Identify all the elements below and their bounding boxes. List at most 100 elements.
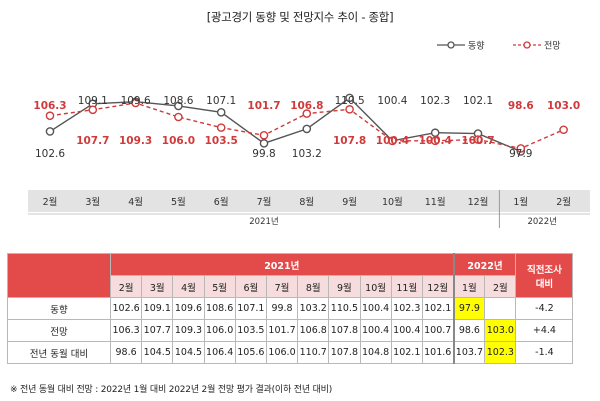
- table-cell: 103.7: [452, 341, 486, 364]
- table-cell: 103.5: [234, 319, 267, 342]
- table-cell: 110.7: [297, 341, 330, 364]
- header-row-years: 2021년 2022년 직전조사 대비: [7, 253, 574, 298]
- month-header: 11월: [390, 275, 423, 298]
- point-jeonmang: [302, 109, 312, 118]
- year-label: 2022년: [527, 216, 556, 227]
- point-jeonmang: [45, 111, 55, 121]
- diff-cell: -4.2: [515, 297, 574, 320]
- diff-header-line: 대비: [535, 278, 554, 290]
- diff-header-line: 직전조사: [526, 264, 562, 276]
- legend-label-donghyang: 동향: [468, 40, 485, 52]
- point-jeonmang: [473, 135, 483, 144]
- table-cell: 98.6: [452, 319, 486, 342]
- table-cell: 107.8: [328, 341, 361, 364]
- table-cell: 105.6: [234, 341, 267, 364]
- table-cell: 109.1: [141, 297, 174, 320]
- table-cell: 98.6: [109, 341, 143, 364]
- table-cell: 103.0: [484, 319, 517, 342]
- table-cell: 107.8: [328, 319, 361, 342]
- point-jeonmang: [259, 130, 269, 140]
- data-label-donghyang: 107.1: [206, 95, 236, 107]
- table-row: 동향 102.6 109.1 109.6 108.6 107.1 99.8 103.2 110.…: [7, 297, 574, 320]
- data-label-donghyang: 109.6: [121, 95, 151, 107]
- month-header: 6월: [234, 275, 267, 298]
- table-cell: 106.0: [265, 341, 299, 364]
- footnote: ※ 전년 동월 대비 전망 : 2022년 1월 대비 2022년 2월 전망 …: [10, 385, 333, 395]
- diff-cell: +4.4: [515, 319, 574, 342]
- data-label-jeonmang: 109.3: [119, 135, 152, 147]
- table-cell: 109.6: [172, 297, 205, 320]
- point-jeonmang: [88, 105, 98, 115]
- data-label-jeonmang: 107.7: [76, 135, 109, 147]
- x-tick-label: 7월: [257, 196, 272, 208]
- x-tick-label: 8월: [299, 196, 314, 208]
- table-cell: 104.5: [141, 341, 174, 364]
- point-donghyang: [259, 139, 269, 148]
- chart-title: [광고경기 동향 및 전망지수 추이 - 종합]: [206, 10, 394, 24]
- table-cell: 102.3: [484, 341, 517, 364]
- data-label-jeonmang: 98.6: [508, 100, 534, 112]
- month-header: 1월: [452, 275, 486, 298]
- x-tick-label: 6월: [214, 196, 229, 208]
- table-cell: 100.4: [359, 319, 392, 342]
- table-row: 전년 동월 대비 98.6 104.5 104.5 106.4 105.6 106.0 110…: [7, 341, 574, 364]
- x-tick-label: 2월: [43, 196, 58, 208]
- point-donghyang: [45, 127, 55, 136]
- point-jeonmang: [131, 98, 140, 108]
- x-tick-label: 4월: [128, 196, 143, 208]
- data-table: 2021년 2022년 직전조사 대비 2월 3월 4월 5월 6월 7월 8월 9월 10월 11월 12…: [7, 253, 574, 364]
- x-tick-label: 2월: [556, 196, 571, 208]
- series-line-donghyang: [49, 96, 522, 153]
- table-cell: 103.2: [297, 297, 330, 320]
- data-label-donghyang: 102.6: [35, 148, 65, 160]
- x-tick-label: 5월: [171, 196, 186, 208]
- legend-marker-jeonmang: [523, 41, 531, 49]
- point-donghyang: [216, 108, 226, 117]
- table-cell: 100.4: [390, 319, 423, 342]
- table-cell: 102.1: [421, 297, 455, 320]
- data-label-donghyang: 108.6: [163, 95, 193, 107]
- row-label: 동향: [7, 297, 111, 320]
- month-header: 12월: [421, 275, 455, 298]
- point-jeonmang: [345, 105, 354, 114]
- year-header: 2021년: [109, 253, 455, 276]
- month-header: 8월: [297, 275, 330, 298]
- data-label-donghyang: 102.3: [420, 95, 450, 107]
- month-header: 3월: [141, 275, 174, 298]
- table-cell: 97.9: [452, 297, 486, 320]
- data-label-jeonmang: 100.4: [376, 135, 409, 147]
- data-label-jeonmang: 106.8: [290, 100, 323, 112]
- data-label-jeonmang: 103.5: [205, 135, 238, 147]
- table-cell: 100.7: [421, 319, 455, 342]
- x-tick-label: 3월: [85, 196, 100, 208]
- x-tick-label: 9월: [342, 196, 357, 208]
- x-tick-label: 10월: [382, 196, 403, 208]
- data-label-donghyang: 102.1: [463, 95, 493, 107]
- data-label-donghyang: 100.4: [377, 95, 407, 107]
- table-cell: 107.1: [234, 297, 267, 320]
- table-cell: 104.8: [359, 341, 392, 364]
- x-tick-label: 1월: [513, 196, 528, 208]
- table-cell: 101.7: [265, 319, 299, 342]
- table-cell: 106.3: [109, 319, 143, 342]
- point-jeonmang: [559, 125, 568, 135]
- table-cell: 100.4: [359, 297, 392, 320]
- data-label-jeonmang: 100.7: [461, 135, 494, 147]
- table-cell: 106.0: [203, 319, 236, 342]
- month-header: 7월: [265, 275, 299, 298]
- diff-cell: -1.4: [515, 341, 574, 364]
- point-jeonmang: [174, 112, 183, 122]
- point-jeonmang: [516, 144, 526, 153]
- table-cell: 106.8: [297, 319, 330, 342]
- header-row-months: 2월 3월 4월 5월 6월 7월 8월 9월 10월 11월 12월 1월 2월: [8, 275, 573, 298]
- header-corner: [7, 253, 111, 298]
- table-cell: 107.7: [141, 319, 174, 342]
- x-axis-band: [28, 190, 590, 212]
- table-cell: 102.3: [390, 297, 423, 320]
- data-label-jeonmang: 101.7: [247, 100, 280, 112]
- table-cell: 102.1: [390, 341, 423, 364]
- data-label-donghyang: 110.5: [335, 95, 365, 107]
- line-chart: 2월 3월 4월 5월 6월 7월 8월 9월 10월 11월 12월 1월 2월 2021년 2022년 동…: [28, 40, 590, 228]
- row-label: 전년 동월 대비: [7, 341, 111, 364]
